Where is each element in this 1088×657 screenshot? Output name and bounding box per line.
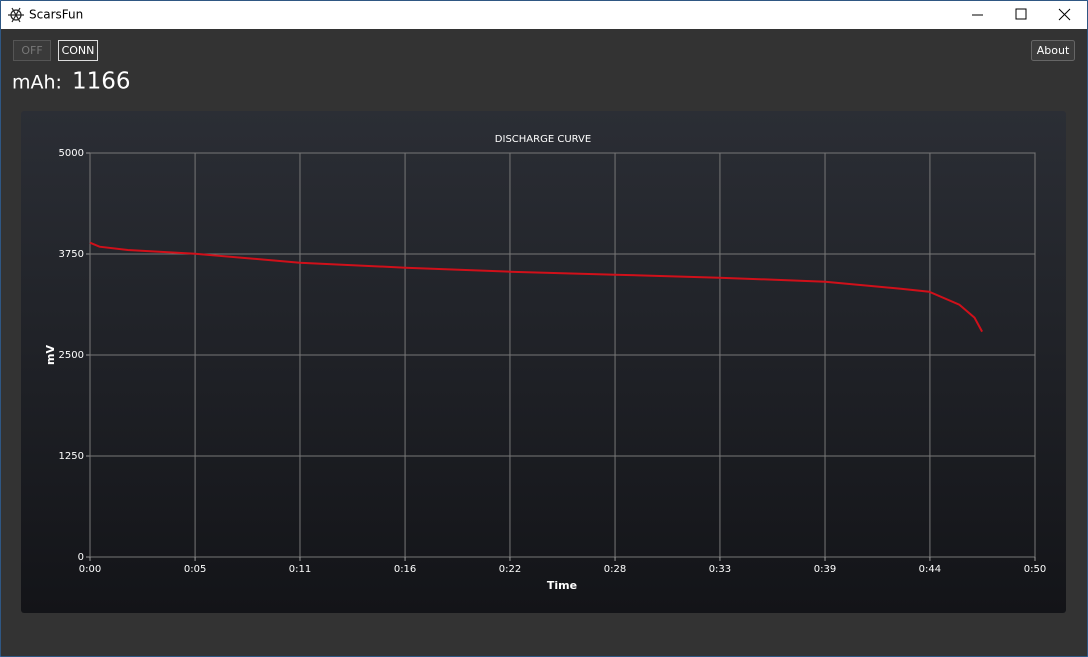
x-tick-label: 0:22	[499, 564, 521, 575]
y-tick-label: 0	[78, 552, 84, 563]
plot: 0 1250 2500 3750 5000 0:00 0:05 0:11 0:16 0:22 0:2…	[59, 148, 1047, 575]
discharge-line	[89, 241, 983, 333]
x-tick-label: 0:44	[919, 564, 941, 575]
about-label: About	[1037, 44, 1070, 57]
maximize-button[interactable]	[1015, 8, 1027, 20]
mah-label: mAh:	[12, 72, 62, 94]
x-tick-label: 0:39	[814, 564, 836, 575]
y-tick-label: 2500	[59, 350, 84, 361]
x-tick-label: 0:00	[79, 564, 101, 575]
about-button[interactable]: About	[1031, 40, 1075, 61]
y-tick-label: 5000	[59, 148, 84, 159]
off-button[interactable]: OFF	[13, 40, 51, 61]
title-bar	[1, 1, 1087, 29]
x-tick-label: 0:11	[289, 564, 311, 575]
y-tick-label: 1250	[59, 451, 84, 462]
y-axis-title: mV	[44, 345, 57, 365]
conn-button[interactable]: CONN	[58, 40, 98, 61]
y-tick-label: 3750	[59, 249, 84, 260]
mah-value: 1166	[72, 69, 131, 95]
close-button[interactable]	[1058, 8, 1071, 21]
x-tick-label: 0:50	[1024, 564, 1046, 575]
window-title: ScarsFun	[29, 8, 83, 22]
x-tick-label: 0:33	[709, 564, 731, 575]
off-label: OFF	[21, 44, 42, 57]
x-tick-label: 0:16	[394, 564, 416, 575]
x-axis-title: Time	[547, 579, 577, 592]
chart-panel	[21, 111, 1066, 613]
x-tick-label: 0:28	[604, 564, 626, 575]
x-tick-label: 0:05	[184, 564, 206, 575]
app-icon	[8, 7, 24, 23]
chart-title: DISCHARGE CURVE	[495, 134, 591, 145]
conn-label: CONN	[62, 44, 95, 57]
